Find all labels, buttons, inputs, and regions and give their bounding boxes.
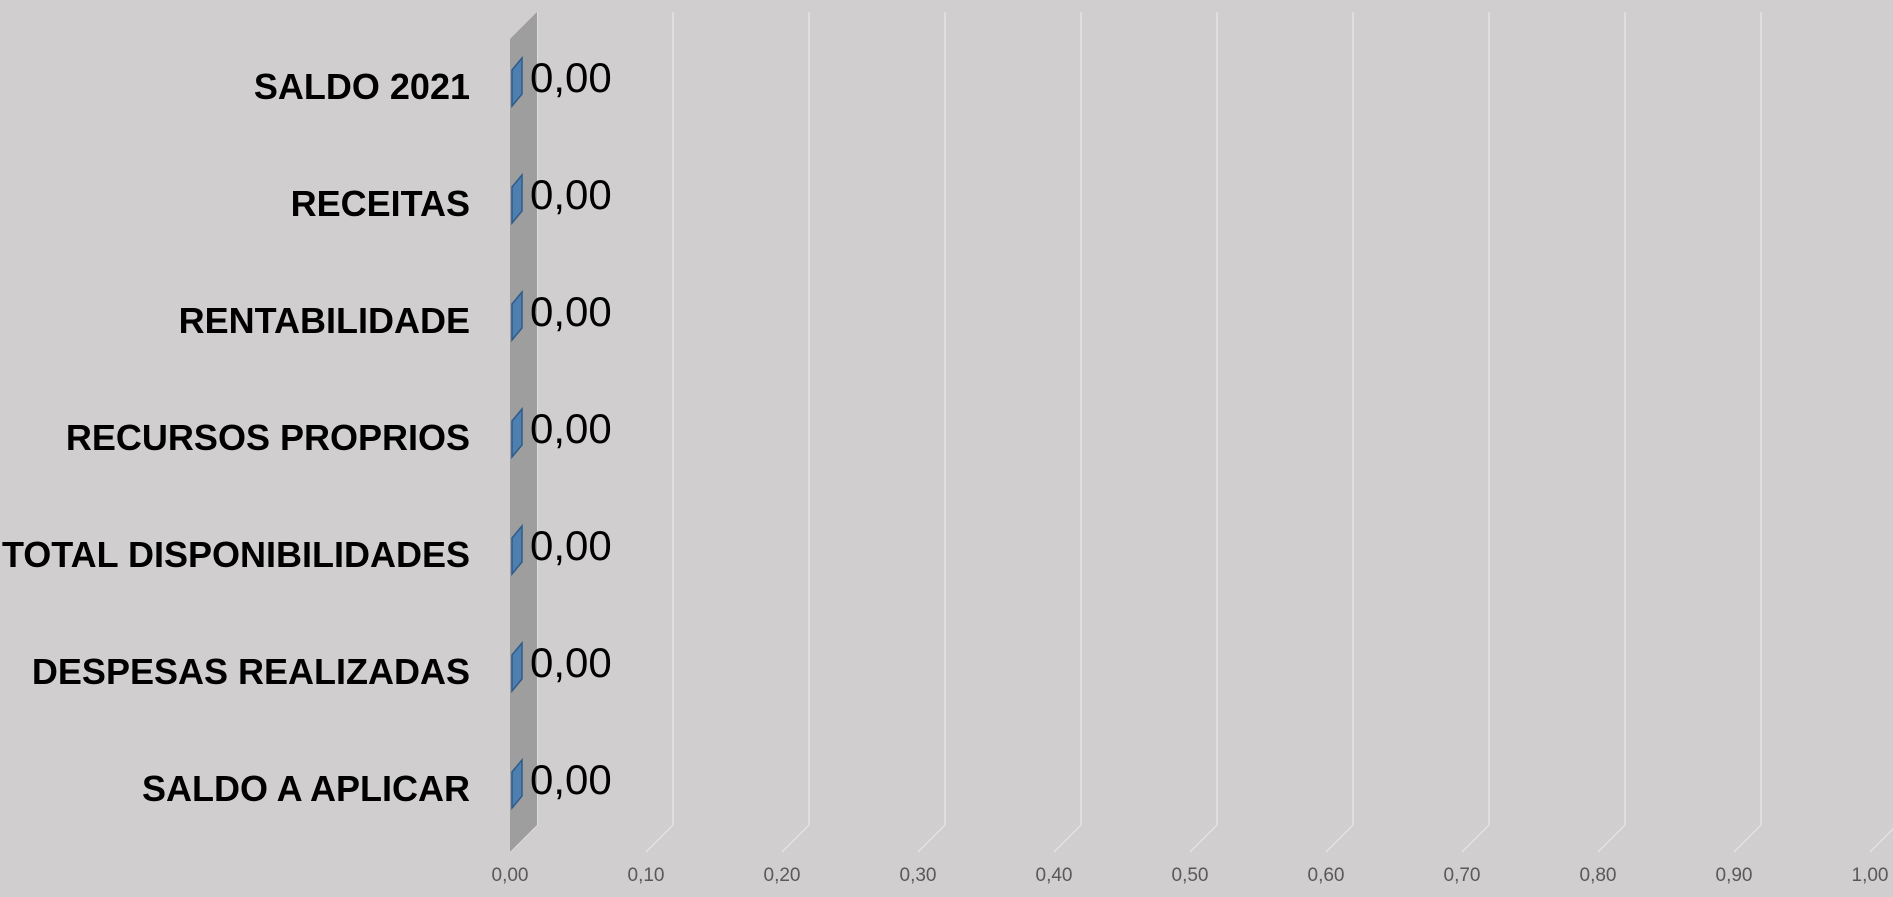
data-labels: 0,00 0,00 0,00 0,00 0,00 0,00 0,00 — [530, 54, 612, 803]
bar — [511, 289, 523, 343]
category-label: RENTABILIDADE — [179, 300, 470, 341]
bar — [511, 406, 523, 460]
data-label: 0,00 — [530, 756, 612, 803]
x-tick-label: 0,10 — [628, 865, 665, 886]
floor-gridline — [1461, 824, 1490, 853]
data-label: 0,00 — [530, 639, 612, 686]
floor-gridline — [1189, 824, 1218, 853]
floor-gridline — [645, 824, 674, 853]
floor-gridline — [917, 824, 946, 853]
side-wall — [510, 12, 537, 852]
data-label: 0,00 — [530, 522, 612, 569]
x-tick-label: 0,70 — [1444, 865, 1481, 886]
category-label: SALDO 2021 — [254, 66, 470, 107]
data-label: 0,00 — [530, 405, 612, 452]
floor-gridline — [1733, 824, 1762, 853]
x-tick-label: 0,90 — [1716, 865, 1753, 886]
x-tick-label: 0,50 — [1172, 865, 1209, 886]
x-tick-label: 0,30 — [900, 865, 937, 886]
x-tick-labels: 0,00 0,10 0,20 0,30 0,40 0,50 0,60 0,70 0,80 0,90… — [492, 865, 1889, 886]
bar — [511, 55, 523, 109]
floor-gridline — [1053, 824, 1082, 853]
bar — [511, 757, 523, 811]
category-label: SALDO A APLICAR — [142, 768, 470, 809]
floor-gridline — [1869, 827, 1893, 853]
x-tick-label: 0,00 — [492, 865, 529, 886]
bars — [511, 55, 523, 811]
x-tick-label: 1,00 — [1852, 865, 1889, 886]
data-label: 0,00 — [530, 171, 612, 218]
category-label: TOTAL DISPONIBILIDADES — [2, 534, 470, 575]
bar — [511, 172, 523, 226]
axis-walls — [510, 12, 537, 852]
floor-gridline — [781, 824, 810, 853]
data-label: 0,00 — [530, 288, 612, 335]
floor-gridline — [1325, 824, 1354, 853]
category-label: RECEITAS — [291, 183, 470, 224]
x-tick-label: 0,40 — [1036, 865, 1073, 886]
bar — [511, 640, 523, 694]
x-tick-label: 0,20 — [764, 865, 801, 886]
gridlines — [509, 12, 1893, 853]
data-label: 0,00 — [530, 54, 612, 101]
floor-gridline — [1597, 824, 1626, 853]
category-label: RECURSOS PROPRIOS — [66, 417, 470, 458]
category-labels: SALDO 2021 RECEITAS RENTABILIDADE RECURSOS … — [2, 66, 470, 809]
x-tick-label: 0,60 — [1308, 865, 1345, 886]
x-tick-label: 0,80 — [1580, 865, 1617, 886]
category-label: DESPESAS REALIZADAS — [32, 651, 470, 692]
bar — [511, 523, 523, 577]
